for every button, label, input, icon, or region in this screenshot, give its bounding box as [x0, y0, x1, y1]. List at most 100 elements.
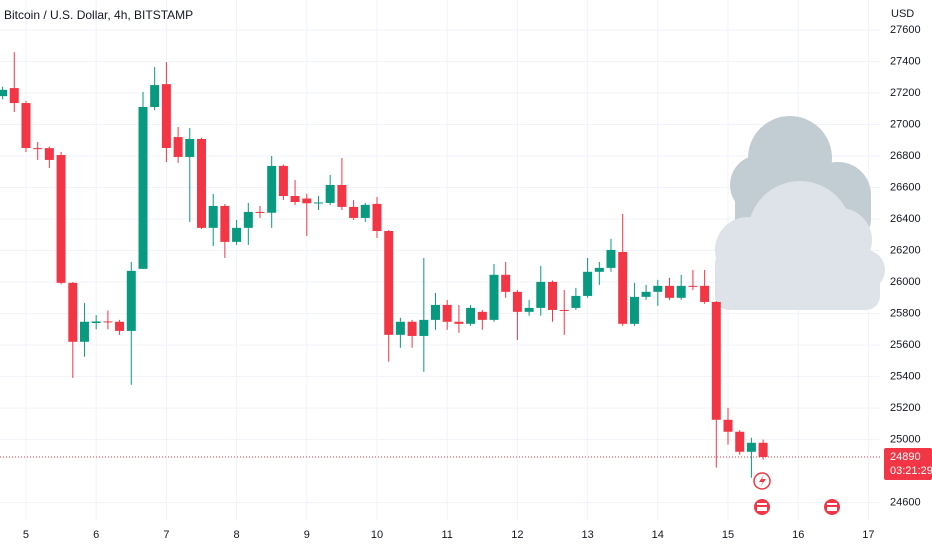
candle-body — [571, 295, 581, 308]
candle-body — [618, 251, 628, 324]
candle-body — [583, 271, 593, 296]
candle-body — [290, 196, 300, 203]
x-tick-label: 13 — [581, 529, 593, 541]
y-tick-label: 26000 — [890, 276, 921, 288]
candle-body — [21, 103, 31, 148]
candle-body — [115, 321, 125, 331]
candle-body — [302, 198, 312, 204]
y-tick-label: 24600 — [890, 497, 921, 509]
candle-body — [735, 431, 745, 452]
candle-body — [360, 204, 370, 218]
candle-body — [349, 206, 359, 218]
candle-body — [138, 106, 148, 269]
candle-body — [337, 184, 347, 207]
y-tick-label: 27600 — [890, 24, 921, 36]
candle-body — [185, 138, 195, 157]
candle-body — [442, 304, 452, 322]
y-tick-label: 25600 — [890, 339, 921, 351]
y-tick-label: 25000 — [890, 434, 921, 446]
candle-body — [208, 205, 218, 228]
candle-body — [536, 281, 546, 308]
candle-body — [33, 148, 43, 150]
x-tick-label: 7 — [163, 529, 169, 541]
x-tick-label: 5 — [23, 529, 29, 541]
candle-body — [255, 211, 265, 213]
y-tick-label: 25400 — [890, 371, 921, 383]
candle-body — [489, 274, 499, 320]
candles — [0, 52, 768, 478]
candle-body — [314, 202, 324, 204]
candle-body — [9, 88, 19, 104]
candle-body — [688, 285, 698, 287]
candle-body — [103, 321, 113, 323]
candle-body — [278, 165, 288, 197]
y-axis-label: USD — [891, 8, 914, 20]
candle-body — [243, 211, 253, 228]
candle-body — [454, 321, 464, 324]
candle-body — [746, 442, 756, 452]
candle-body — [91, 321, 101, 324]
x-tick-label: 6 — [93, 529, 99, 541]
last-price-label: 24890 — [890, 451, 921, 463]
x-tick-label: 10 — [371, 529, 383, 541]
x-tick-label: 12 — [511, 529, 523, 541]
candle-body — [653, 285, 663, 292]
candle-body — [711, 301, 721, 420]
candle-body — [68, 282, 78, 342]
countdown-label: 03:21:29 — [890, 465, 932, 477]
candle-body — [594, 267, 604, 272]
candle-body — [173, 137, 183, 157]
y-tick-label: 26800 — [890, 150, 921, 162]
candle-body — [150, 85, 160, 107]
candle-body — [407, 321, 417, 336]
x-tick-label: 9 — [304, 529, 310, 541]
candle-body — [641, 291, 651, 297]
candle-body — [126, 270, 136, 331]
candle-body — [56, 155, 66, 283]
weather-cloud — [715, 116, 885, 310]
chart-title: Bitcoin / U.S. Dollar, 4h, BITSTAMP — [4, 8, 193, 22]
candle-body — [267, 165, 277, 213]
candle-body — [372, 203, 382, 232]
x-tick-label: 11 — [441, 529, 452, 541]
candle-body — [477, 311, 487, 320]
candle-body — [676, 285, 686, 298]
candle-body — [44, 148, 54, 160]
candle-body — [161, 84, 171, 148]
candle-body — [548, 281, 558, 310]
candle-body — [512, 291, 522, 312]
y-tick-label: 26200 — [890, 244, 921, 256]
y-tick-label: 27200 — [890, 87, 921, 99]
y-tick-label: 27000 — [890, 118, 921, 130]
candle-body — [700, 285, 710, 302]
candle-body — [501, 274, 511, 292]
x-tick-label: 15 — [722, 529, 734, 541]
candle-body — [466, 307, 476, 324]
candle-body — [665, 285, 675, 298]
candle-body — [79, 321, 89, 342]
y-tick-label: 27400 — [890, 55, 921, 67]
candle-body — [232, 227, 242, 242]
y-tick-label: 25200 — [890, 402, 921, 414]
candle-body — [419, 319, 429, 336]
x-tick-label: 17 — [862, 529, 874, 541]
candle-body — [196, 138, 206, 228]
event-icons — [753, 472, 840, 515]
y-tick-label: 25800 — [890, 307, 921, 319]
candle-body — [0, 89, 8, 97]
y-tick-label: 26600 — [890, 181, 921, 193]
last-price-box — [884, 447, 932, 480]
x-tick-label: 16 — [792, 529, 804, 541]
candle-body — [325, 184, 335, 203]
candle-body — [395, 321, 405, 335]
x-tick-label: 14 — [652, 529, 664, 541]
candle-body — [524, 307, 534, 312]
candle-body — [559, 309, 569, 311]
candle-body — [430, 304, 440, 320]
candle-body — [629, 296, 639, 324]
candle-body — [220, 205, 230, 242]
candle-body — [384, 231, 394, 335]
candle-body — [758, 442, 768, 457]
y-tick-label: 26400 — [890, 213, 921, 225]
